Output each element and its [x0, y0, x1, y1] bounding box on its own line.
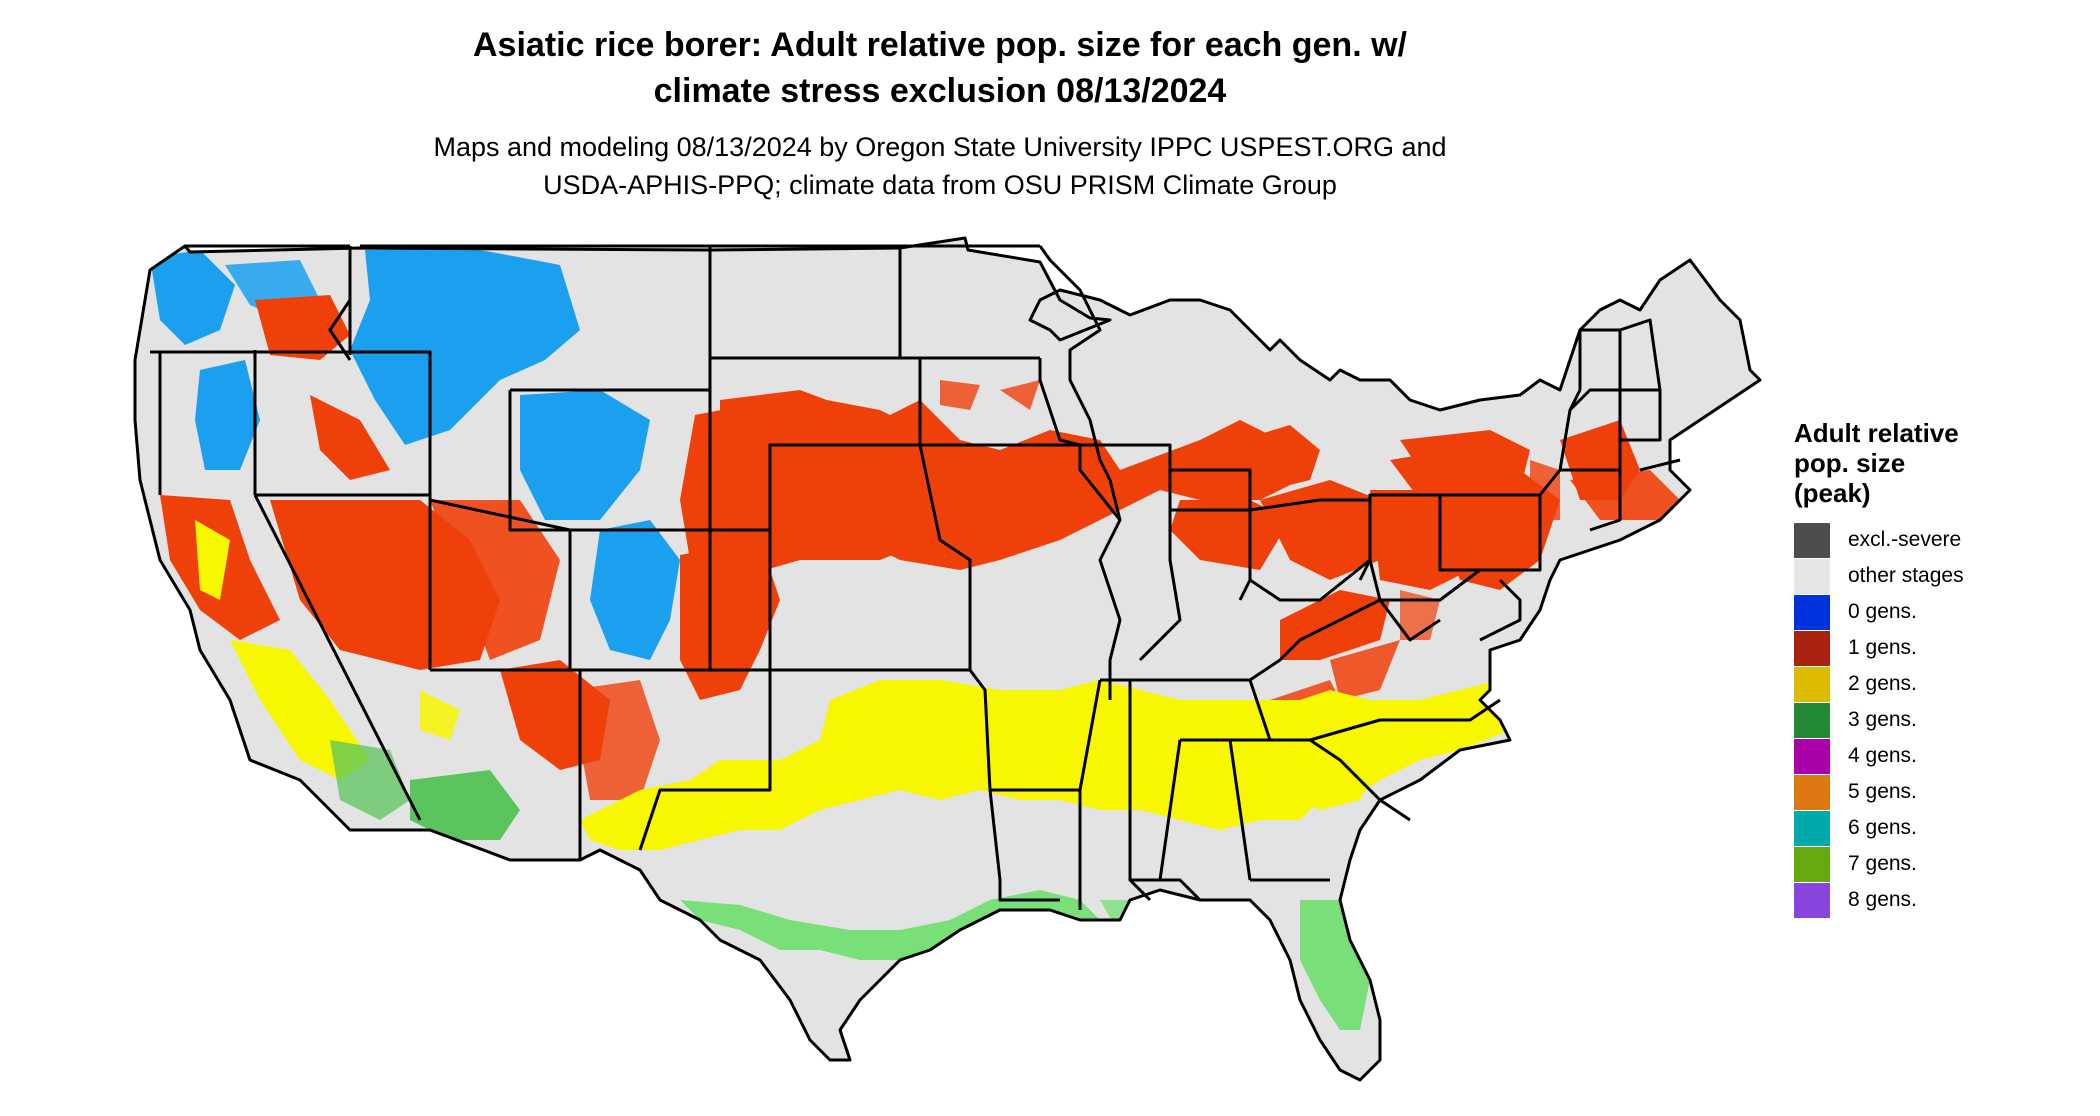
legend-label: 8 gens.	[1848, 888, 1917, 911]
title-block: Asiatic rice borer: Adult relative pop. …	[0, 22, 1880, 204]
legend-title-line2: pop. size	[1794, 448, 1906, 478]
map-subtitle-line1: Maps and modeling 08/13/2024 by Oregon S…	[433, 132, 1447, 162]
legend-label: other stages	[1848, 564, 1964, 587]
legend-title-line3: (peak)	[1794, 478, 1871, 508]
legend-item: 5 gens.	[1794, 774, 2034, 810]
legend-swatch	[1794, 702, 1830, 738]
zone-4-gens	[1310, 1075, 1372, 1080]
legend-item: 1 gens.	[1794, 630, 2034, 666]
legend-swatch	[1794, 738, 1830, 774]
legend-title-line1: Adult relative	[1794, 418, 1959, 448]
legend-item: other stages	[1794, 558, 2034, 594]
map-title-line2: climate stress exclusion 08/13/2024	[653, 72, 1227, 110]
zone-2-gens	[195, 520, 1520, 850]
legend-item: 7 gens.	[1794, 846, 2034, 882]
legend-swatch	[1794, 630, 1830, 666]
legend-item: 6 gens.	[1794, 810, 2034, 846]
legend-label: 4 gens.	[1848, 744, 1917, 767]
map-subtitle-line2: USDA-APHIS-PPQ; climate data from OSU PR…	[543, 170, 1337, 200]
legend-item: excl.-severe	[1794, 522, 2034, 558]
legend: Adult relative pop. size (peak) excl.-se…	[1794, 418, 2034, 918]
legend-label: 5 gens.	[1848, 780, 1917, 803]
legend-swatch	[1794, 558, 1830, 594]
legend-label: 2 gens.	[1848, 672, 1917, 695]
legend-label: 6 gens.	[1848, 816, 1917, 839]
legend-swatch	[1794, 810, 1830, 846]
state-borders	[133, 236, 1762, 1082]
legend-swatch	[1794, 774, 1830, 810]
legend-title: Adult relative pop. size (peak)	[1794, 418, 2034, 508]
legend-label: 0 gens.	[1848, 600, 1917, 623]
legend-label: 7 gens.	[1848, 852, 1917, 875]
legend-swatch	[1794, 846, 1830, 882]
legend-swatch	[1794, 882, 1830, 918]
legend-items: excl.-severe other stages 0 gens. 1 gens. 2 …	[1794, 522, 2034, 918]
legend-swatch	[1794, 666, 1830, 702]
legend-item: 0 gens.	[1794, 594, 2034, 630]
map-title: Asiatic rice borer: Adult relative pop. …	[0, 22, 1880, 114]
map-subtitle: Maps and modeling 08/13/2024 by Oregon S…	[0, 128, 1880, 204]
legend-item: 3 gens.	[1794, 702, 2034, 738]
legend-label: 3 gens.	[1848, 708, 1917, 731]
legend-item: 2 gens.	[1794, 666, 2034, 702]
legend-label: excl.-severe	[1848, 528, 1962, 551]
legend-label: 1 gens.	[1848, 636, 1917, 659]
legend-swatch	[1794, 594, 1830, 630]
legend-swatch	[1794, 522, 1830, 558]
legend-item: 4 gens.	[1794, 738, 2034, 774]
map-title-line1: Asiatic rice borer: Adult relative pop. …	[473, 26, 1407, 64]
legend-item: 8 gens.	[1794, 882, 2034, 918]
